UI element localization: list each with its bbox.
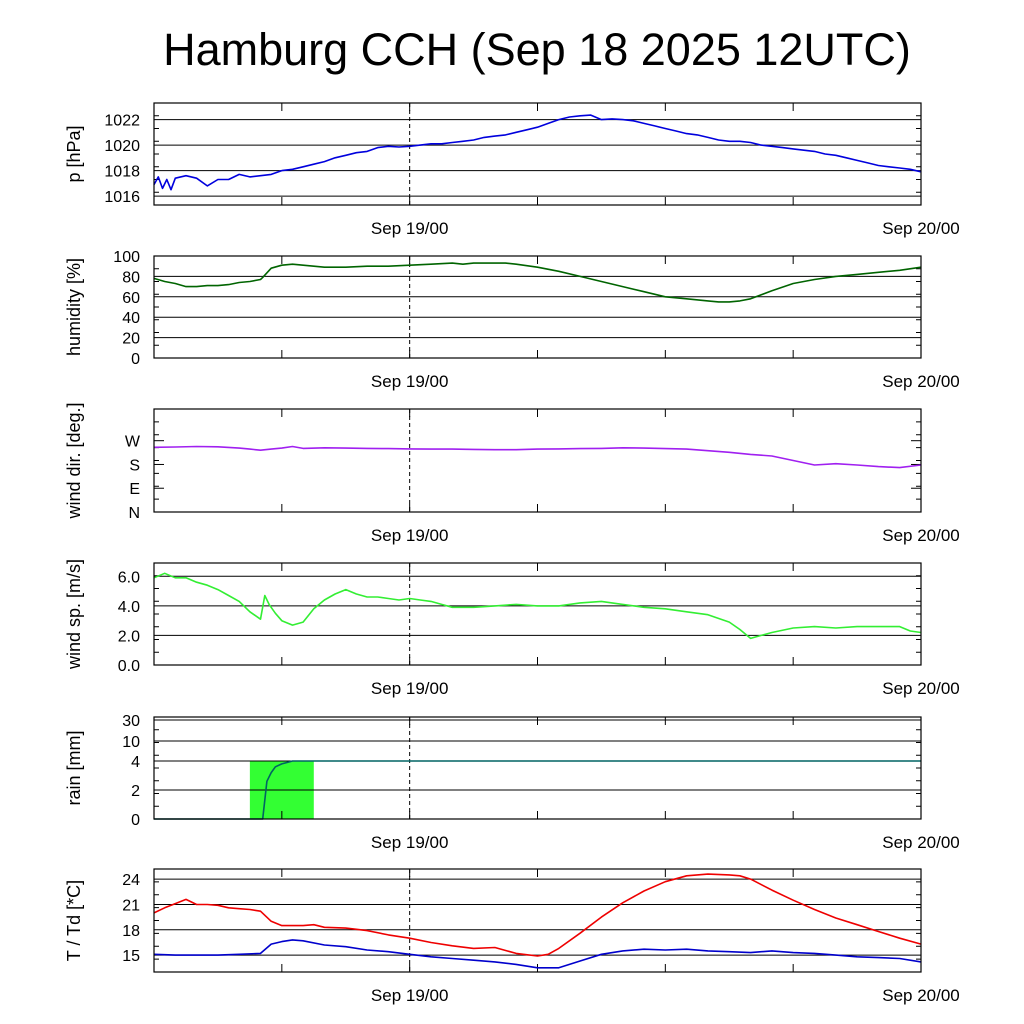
- panel-frame: [153, 255, 922, 359]
- panel-frame: [153, 868, 922, 973]
- x-tick-label: Sep 20/00: [882, 986, 960, 1005]
- x-tick-label: Sep 20/00: [882, 833, 960, 852]
- y-tick-label: 6.0: [118, 569, 140, 586]
- x-tick-label: Sep 19/00: [371, 986, 449, 1005]
- panel-frame: [153, 102, 922, 206]
- x-tick-label: Sep 20/00: [882, 526, 960, 545]
- y-tick-label: 15: [122, 948, 140, 965]
- y-tick-label: 1016: [104, 189, 140, 206]
- series-line: [153, 114, 922, 191]
- y-tick-label: 4: [131, 754, 140, 771]
- y-tick-label: 1020: [104, 138, 140, 155]
- x-tick-label: Sep 19/00: [371, 219, 449, 238]
- y-axis-title: p [hPa]: [64, 125, 84, 182]
- y-tick-label: N: [128, 505, 140, 522]
- y-axis-title: wind sp. [m/s]: [64, 559, 84, 670]
- y-tick-label: 20: [122, 331, 140, 348]
- y-tick-label: 60: [122, 290, 140, 307]
- y-axis-title: humidity [%]: [64, 258, 84, 356]
- y-tick-label: S: [129, 457, 140, 474]
- y-tick-label: 30: [122, 713, 140, 730]
- panel-frame: [153, 408, 922, 513]
- y-tick-label: 4.0: [118, 599, 140, 616]
- y-tick-label: E: [129, 481, 140, 498]
- chart-title: Hamburg CCH (Sep 18 2025 12UTC): [163, 24, 911, 75]
- y-tick-label: 0: [131, 812, 140, 829]
- panel-temperature: 15 18 21 24 Sep 19/00 Sep 20/00 T / Td [*C]: [64, 868, 960, 1005]
- x-tick-label: Sep 19/00: [371, 679, 449, 698]
- x-tick-label: Sep 19/00: [371, 372, 449, 391]
- panel-humidity: 0 20 40 60 80 100 Sep 19/00 Sep 20/00 humidity […: [64, 249, 960, 391]
- panel-frame: [153, 716, 922, 820]
- series-line: [153, 572, 922, 640]
- series-line: [153, 873, 922, 957]
- panel-frame: [153, 562, 922, 666]
- series-line: [153, 262, 922, 303]
- panel-rain: 0 2 4 10 30 Sep 19/00 Sep 20/00 rain [mm]: [64, 713, 960, 852]
- y-tick-label: 1018: [104, 164, 140, 181]
- y-tick-label: 100: [113, 249, 140, 266]
- y-tick-label: 40: [122, 310, 140, 327]
- x-tick-label: Sep 20/00: [882, 679, 960, 698]
- series-line: [153, 939, 922, 969]
- x-tick-label: Sep 19/00: [371, 833, 449, 852]
- y-tick-label: 80: [122, 269, 140, 286]
- y-tick-label: W: [125, 434, 141, 451]
- y-tick-label: 10: [122, 734, 140, 751]
- y-tick-label: 0.0: [118, 658, 140, 675]
- y-axis-title: rain [mm]: [64, 730, 84, 805]
- y-tick-label: 18: [122, 923, 140, 940]
- y-axis-title: T / Td [*C]: [64, 880, 84, 961]
- x-tick-label: Sep 20/00: [882, 219, 960, 238]
- series-line: [153, 445, 922, 469]
- y-tick-label: 1022: [104, 113, 140, 130]
- y-tick-label: 0: [131, 351, 140, 368]
- panel-pressure: 1016 1018 1020 1022 Sep 19/00 Sep 20/00 p [hPa…: [64, 102, 960, 238]
- x-tick-label: Sep 20/00: [882, 372, 960, 391]
- y-tick-label: 21: [122, 897, 140, 914]
- y-tick-label: 2: [131, 783, 140, 800]
- y-axis-title: wind dir. [deg.]: [64, 402, 84, 519]
- x-tick-label: Sep 19/00: [371, 526, 449, 545]
- panel-wind-speed: 0.0 2.0 4.0 6.0 Sep 19/00 Sep 20/00 wind sp. […: [64, 559, 960, 698]
- y-tick-label: 24: [122, 872, 140, 889]
- y-tick-label: 2.0: [118, 628, 140, 645]
